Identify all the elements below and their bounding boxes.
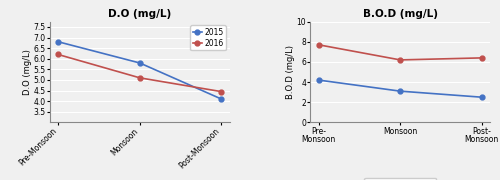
2016 bbox=[316, 44, 322, 46]
2015 bbox=[316, 79, 322, 81]
Title: D.O (mg/L): D.O (mg/L) bbox=[108, 9, 172, 19]
2015 bbox=[137, 62, 143, 64]
2016 bbox=[479, 57, 485, 59]
2015 bbox=[218, 98, 224, 100]
2015 bbox=[479, 96, 485, 98]
Title: B.O.D (mg/L): B.O.D (mg/L) bbox=[362, 9, 438, 19]
2016 bbox=[55, 53, 61, 56]
2016 bbox=[218, 91, 224, 93]
2015 bbox=[397, 90, 403, 92]
Line: 2015: 2015 bbox=[56, 39, 224, 102]
Y-axis label: D.O (mg/L): D.O (mg/L) bbox=[24, 49, 32, 95]
Line: 2016: 2016 bbox=[316, 42, 484, 62]
Legend: 2015, 2016: 2015, 2016 bbox=[190, 25, 226, 50]
Legend: 2015, 2016: 2015, 2016 bbox=[364, 178, 436, 180]
Y-axis label: B.O.D (mg/L): B.O.D (mg/L) bbox=[286, 45, 295, 99]
Line: 2015: 2015 bbox=[316, 78, 484, 100]
2015 bbox=[55, 41, 61, 43]
Line: 2016: 2016 bbox=[56, 52, 224, 94]
2016 bbox=[397, 59, 403, 61]
2016 bbox=[137, 77, 143, 79]
